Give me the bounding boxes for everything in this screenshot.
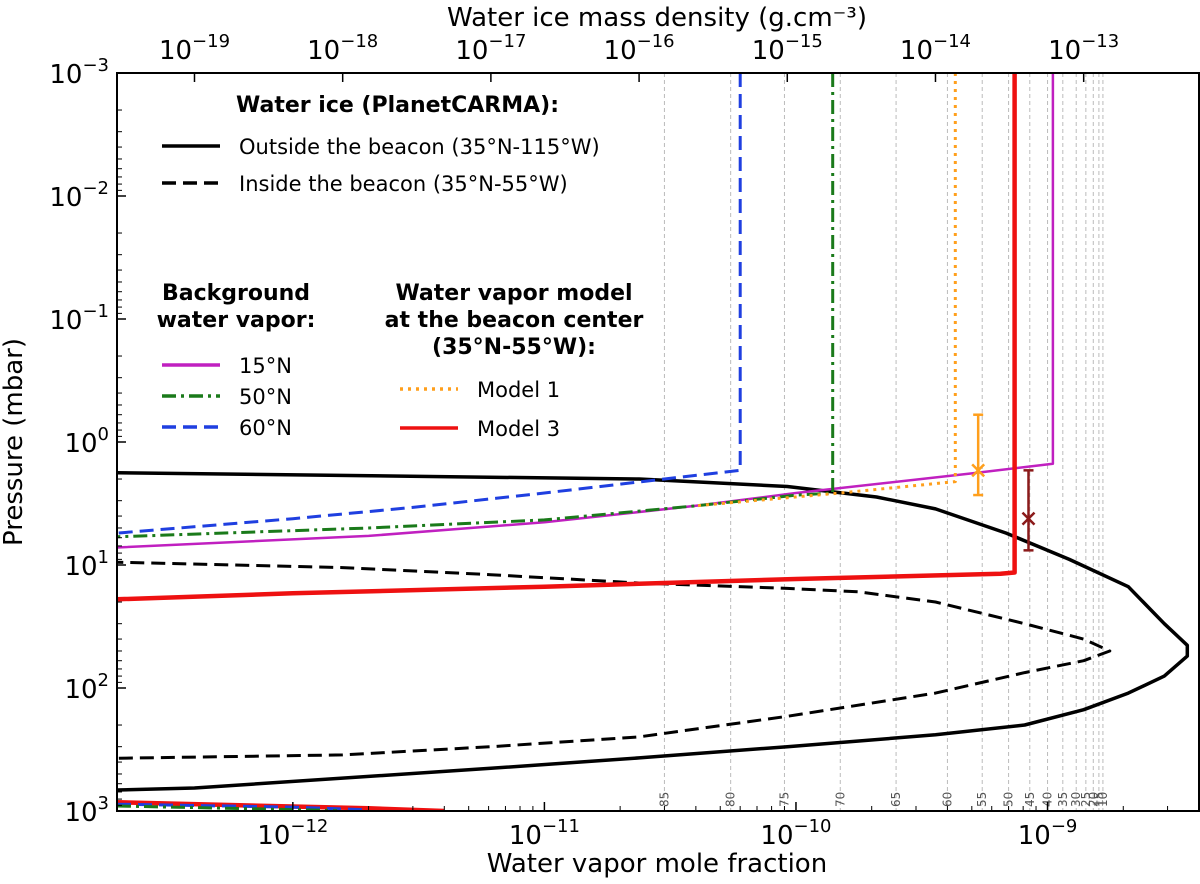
series-line — [117, 470, 1190, 792]
temperature-label: 70 — [833, 792, 847, 807]
errorbar-marker — [971, 463, 986, 478]
top-tick-label: 10−15 — [752, 31, 823, 66]
legend-model-title: Water vapor model — [395, 281, 632, 306]
top-axis-title: Water ice mass density (g.cm⁻³) — [447, 3, 867, 33]
temperature-label: 75 — [777, 792, 791, 807]
legend-ice-title: Water ice (PlanetCARMA): — [236, 93, 559, 118]
errorbar-group — [971, 413, 1036, 552]
legend-background-item-label: 50°N — [239, 385, 292, 409]
axis-ticks: 10−12 10−11 10−10 10−9 10−19 10−18 10−17 10−16 1… — [49, 31, 1200, 851]
top-tick-label: 10−18 — [307, 31, 378, 66]
x-tick-label: 10−9 — [1018, 816, 1078, 851]
series-line — [695, 73, 957, 508]
y-tick-label: 101 — [64, 547, 109, 582]
top-tick-label: 10−14 — [900, 31, 971, 66]
legend-model-item-label: Model 3 — [477, 417, 560, 441]
legend-background-item-label: 60°N — [239, 416, 292, 440]
x-tick-label: 10−12 — [257, 816, 328, 851]
legend-background-title: Background — [162, 281, 310, 306]
y-tick-label: 10−1 — [49, 301, 109, 336]
temperature-label: 55 — [975, 792, 989, 807]
legend-model-item-label: Model 1 — [477, 378, 560, 402]
legend-background-item-label: 15°N — [239, 354, 292, 378]
top-tick-label: 10−16 — [604, 31, 675, 66]
legends: Water ice (PlanetCARMA): Outside the beac… — [157, 93, 644, 441]
series-line — [117, 560, 1112, 760]
y-tick-label: 10−3 — [49, 55, 109, 90]
temperature-label: 45 — [1023, 792, 1037, 807]
legend-background-title: water vapor: — [157, 308, 316, 333]
temperature-label: 35 — [1056, 792, 1070, 807]
y-tick-label: 102 — [64, 670, 109, 705]
top-tick-label: 10−13 — [1048, 31, 1119, 66]
temperature-label: 20 — [1086, 792, 1100, 807]
legend-ice-item-label: Inside the beacon (35°N-55°W) — [239, 172, 568, 196]
temperature-label: 40 — [1041, 792, 1055, 807]
temperature-label: 15 — [1092, 792, 1106, 807]
y-axis-title: Pressure (mbar) — [0, 338, 29, 546]
series-line — [117, 804, 338, 811]
errorbar-marker — [1021, 511, 1036, 526]
y-tick-label: 100 — [64, 424, 109, 459]
legend-model-title: (35°N-55°W): — [432, 335, 596, 360]
y-tick-label: 10−2 — [49, 178, 109, 213]
top-tick-label: 10−17 — [455, 31, 526, 66]
temperature-label: 30 — [1069, 792, 1083, 807]
top-tick-label: 10−19 — [159, 31, 230, 66]
temperature-label: 50 — [1002, 792, 1016, 807]
temperature-label: 25 — [1079, 792, 1093, 807]
series-line — [117, 73, 1017, 602]
series-line — [117, 73, 835, 539]
legend-ice-item-label: Outside the beacon (35°N-115°W) — [239, 135, 600, 159]
temperature-label: 60 — [940, 792, 954, 807]
y-tick-label: 103 — [64, 793, 109, 828]
temperature-label: 65 — [889, 792, 903, 807]
x-axis-title: Water vapor mole fraction — [487, 849, 827, 879]
temperature-label: 10 — [1096, 792, 1110, 807]
legend-model-title: at the beacon center — [385, 308, 644, 333]
temperature-label: 80 — [724, 792, 738, 807]
x-tick-label: 10−11 — [509, 816, 580, 851]
series-line — [117, 73, 742, 535]
x-tick-label: 10−10 — [760, 816, 831, 851]
temperature-label: 85 — [657, 792, 671, 807]
